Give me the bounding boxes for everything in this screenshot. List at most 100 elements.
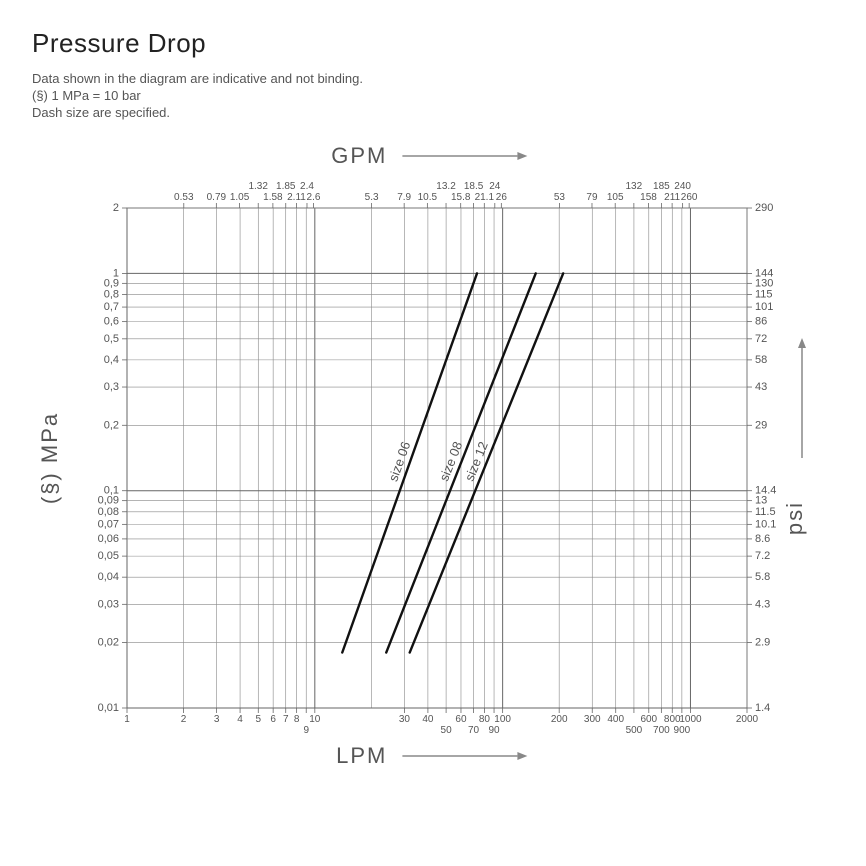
svg-text:400: 400 bbox=[607, 714, 624, 725]
svg-text:105: 105 bbox=[607, 192, 624, 203]
svg-text:30: 30 bbox=[399, 714, 411, 725]
svg-text:200: 200 bbox=[551, 714, 568, 725]
svg-text:7: 7 bbox=[283, 714, 289, 725]
svg-text:8: 8 bbox=[294, 714, 300, 725]
svg-text:100: 100 bbox=[494, 714, 511, 725]
svg-text:2.6: 2.6 bbox=[307, 192, 321, 203]
svg-text:1.05: 1.05 bbox=[230, 192, 250, 203]
svg-text:132: 132 bbox=[626, 181, 643, 192]
svg-text:9: 9 bbox=[303, 725, 309, 736]
svg-text:(§) MPa: (§) MPa bbox=[37, 412, 62, 504]
svg-text:0,06: 0,06 bbox=[98, 533, 119, 545]
svg-text:15.8: 15.8 bbox=[451, 192, 471, 203]
svg-text:0,3: 0,3 bbox=[104, 381, 119, 393]
svg-text:0,01: 0,01 bbox=[98, 702, 119, 714]
svg-text:2.4: 2.4 bbox=[300, 181, 314, 192]
svg-text:0,03: 0,03 bbox=[98, 598, 119, 610]
svg-text:0,02: 0,02 bbox=[98, 637, 119, 649]
svg-text:21.1: 21.1 bbox=[475, 192, 495, 203]
svg-text:10: 10 bbox=[309, 714, 321, 725]
svg-text:600: 600 bbox=[640, 714, 657, 725]
svg-text:0,07: 0,07 bbox=[98, 518, 119, 530]
svg-text:240: 240 bbox=[674, 181, 691, 192]
svg-text:11.5: 11.5 bbox=[755, 506, 776, 518]
svg-text:40: 40 bbox=[422, 714, 434, 725]
svg-text:900: 900 bbox=[674, 725, 691, 736]
svg-text:2000: 2000 bbox=[736, 714, 759, 725]
svg-text:24: 24 bbox=[489, 181, 501, 192]
svg-text:4: 4 bbox=[237, 714, 243, 725]
svg-text:0,1: 0,1 bbox=[104, 485, 119, 497]
svg-text:14.4: 14.4 bbox=[755, 485, 776, 497]
svg-text:1.58: 1.58 bbox=[263, 192, 283, 203]
svg-text:10.5: 10.5 bbox=[418, 192, 438, 203]
page-title: Pressure Drop bbox=[32, 28, 834, 59]
svg-text:2: 2 bbox=[113, 202, 119, 214]
svg-text:2.11: 2.11 bbox=[287, 192, 306, 203]
svg-text:26: 26 bbox=[496, 192, 508, 203]
svg-text:0,6: 0,6 bbox=[104, 316, 119, 328]
svg-text:1000: 1000 bbox=[679, 714, 702, 725]
svg-text:0.79: 0.79 bbox=[207, 192, 227, 203]
svg-text:0,2: 0,2 bbox=[104, 419, 119, 431]
svg-text:0,05: 0,05 bbox=[98, 550, 119, 562]
svg-text:6: 6 bbox=[270, 714, 276, 725]
svg-text:0.53: 0.53 bbox=[174, 192, 194, 203]
svg-text:700: 700 bbox=[653, 725, 670, 736]
svg-text:1.4: 1.4 bbox=[755, 702, 770, 714]
svg-text:4.3: 4.3 bbox=[755, 598, 770, 610]
svg-text:43: 43 bbox=[755, 381, 767, 393]
svg-text:0,8: 0,8 bbox=[104, 288, 119, 300]
svg-text:185: 185 bbox=[653, 181, 670, 192]
svg-text:50: 50 bbox=[441, 725, 453, 736]
svg-text:53: 53 bbox=[554, 192, 566, 203]
svg-text:60: 60 bbox=[455, 714, 467, 725]
svg-text:1: 1 bbox=[124, 714, 130, 725]
svg-text:2.9: 2.9 bbox=[755, 637, 770, 649]
svg-text:300: 300 bbox=[584, 714, 601, 725]
svg-text:10.1: 10.1 bbox=[755, 518, 776, 530]
svg-text:7.2: 7.2 bbox=[755, 550, 770, 562]
svg-text:13.2: 13.2 bbox=[436, 181, 456, 192]
svg-text:70: 70 bbox=[468, 725, 480, 736]
svg-text:211: 211 bbox=[664, 192, 680, 203]
svg-text:29: 29 bbox=[755, 419, 767, 431]
svg-text:LPM: LPM bbox=[336, 743, 387, 768]
svg-text:GPM: GPM bbox=[331, 143, 387, 168]
notes-block: Data shown in the diagram are indicative… bbox=[32, 71, 834, 120]
svg-text:80: 80 bbox=[479, 714, 491, 725]
svg-text:158: 158 bbox=[640, 192, 657, 203]
svg-text:1.32: 1.32 bbox=[248, 181, 268, 192]
svg-text:0,7: 0,7 bbox=[104, 301, 119, 313]
svg-text:1.85: 1.85 bbox=[276, 181, 296, 192]
pressure-drop-chart: 0,010,020,030,040,050,060,070,080,090,10… bbox=[32, 138, 834, 803]
svg-text:260: 260 bbox=[681, 192, 698, 203]
svg-text:0,04: 0,04 bbox=[98, 571, 119, 583]
svg-text:5.8: 5.8 bbox=[755, 571, 770, 583]
svg-text:0,4: 0,4 bbox=[104, 354, 119, 366]
svg-text:290: 290 bbox=[755, 202, 773, 214]
svg-text:18.5: 18.5 bbox=[464, 181, 484, 192]
svg-text:2: 2 bbox=[181, 714, 187, 725]
svg-text:0,08: 0,08 bbox=[98, 506, 119, 518]
svg-text:0,5: 0,5 bbox=[104, 333, 119, 345]
note-line: (§) 1 MPa = 10 bar bbox=[32, 88, 834, 103]
svg-text:90: 90 bbox=[488, 725, 500, 736]
svg-text:500: 500 bbox=[626, 725, 643, 736]
svg-text:7.9: 7.9 bbox=[397, 192, 411, 203]
svg-text:58: 58 bbox=[755, 354, 767, 366]
svg-text:5: 5 bbox=[255, 714, 261, 725]
note-line: Dash size are specified. bbox=[32, 105, 834, 120]
svg-text:3: 3 bbox=[214, 714, 220, 725]
svg-text:1: 1 bbox=[113, 267, 119, 279]
svg-text:86: 86 bbox=[755, 316, 767, 328]
svg-text:115: 115 bbox=[755, 288, 773, 300]
svg-text:8.6: 8.6 bbox=[755, 533, 770, 545]
svg-text:144: 144 bbox=[755, 267, 773, 279]
svg-text:79: 79 bbox=[586, 192, 598, 203]
note-line: Data shown in the diagram are indicative… bbox=[32, 71, 834, 86]
svg-text:101: 101 bbox=[755, 301, 773, 313]
svg-text:5.3: 5.3 bbox=[365, 192, 379, 203]
svg-text:72: 72 bbox=[755, 333, 767, 345]
svg-text:psi: psi bbox=[782, 501, 807, 535]
